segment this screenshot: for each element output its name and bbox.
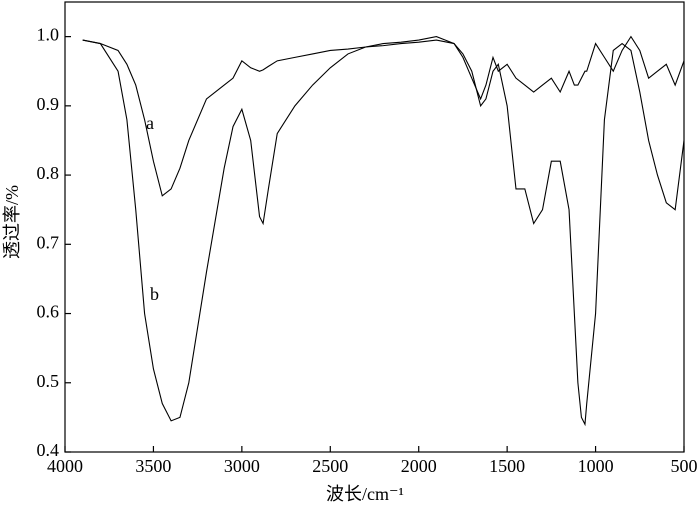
x-tick-label: 500 (671, 456, 698, 476)
x-tick-label: 2000 (401, 456, 437, 476)
annotation: b (150, 284, 159, 304)
x-tick-label: 4000 (47, 456, 83, 476)
spectrum-line (82, 36, 685, 427)
x-tick-label: 3000 (224, 456, 260, 476)
plot-frame (64, 1, 685, 453)
x-tick-label: 2500 (312, 456, 348, 476)
annotation: a (146, 113, 154, 133)
spectrum-line (82, 35, 685, 197)
y-tick-label: 0.5 (37, 371, 60, 391)
y-axis-label: 透过率/% (2, 185, 22, 259)
y-tick-label: 0.4 (37, 440, 60, 460)
x-tick-label: 1000 (578, 456, 614, 476)
x-tick-label: 3500 (135, 456, 171, 476)
y-tick-label: 0.7 (37, 232, 60, 252)
x-tick-label: 1500 (489, 456, 525, 476)
x-axis-label: 波长/cm⁻¹ (326, 484, 404, 504)
y-tick-label: 0.6 (37, 302, 60, 322)
y-tick-label: 0.8 (37, 163, 60, 183)
y-tick-label: 1.0 (37, 25, 60, 45)
y-tick-label: 0.9 (37, 94, 60, 114)
